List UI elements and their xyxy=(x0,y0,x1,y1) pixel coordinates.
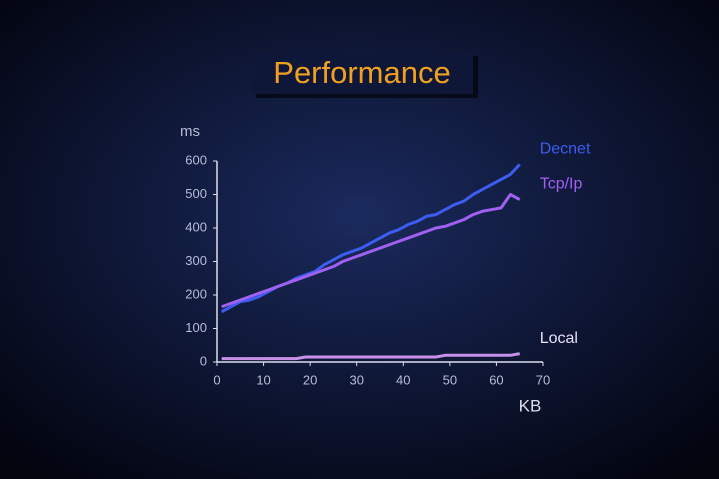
x-tick-label: 70 xyxy=(536,372,550,387)
x-tick-label: 0 xyxy=(213,372,220,387)
series-label: Local xyxy=(540,330,578,347)
y-tick-label: 0 xyxy=(200,353,207,368)
y-tick-label: 200 xyxy=(185,286,207,301)
x-tick-label: 30 xyxy=(349,372,363,387)
y-tick-label: 500 xyxy=(185,186,207,201)
x-tick-label: 10 xyxy=(256,372,270,387)
series-label: Tcp/Ip xyxy=(540,176,583,193)
x-tick-label: 50 xyxy=(443,372,457,387)
y-tick-label: 100 xyxy=(185,320,207,335)
y-tick-label: 400 xyxy=(185,219,207,234)
series-line xyxy=(221,352,520,361)
series-label: Decnet xyxy=(540,141,591,158)
y-tick-label: 600 xyxy=(185,152,207,167)
chart-title: Performance xyxy=(273,55,450,90)
x-tick-label: 60 xyxy=(489,372,503,387)
x-tick-label: 20 xyxy=(303,372,317,387)
x-axis-label: KB xyxy=(519,396,542,415)
x-tick-label: 40 xyxy=(396,372,410,387)
y-axis-label: ms xyxy=(180,123,200,140)
y-tick-label: 300 xyxy=(185,253,207,268)
title-box xyxy=(251,52,473,94)
series-line xyxy=(221,193,521,309)
